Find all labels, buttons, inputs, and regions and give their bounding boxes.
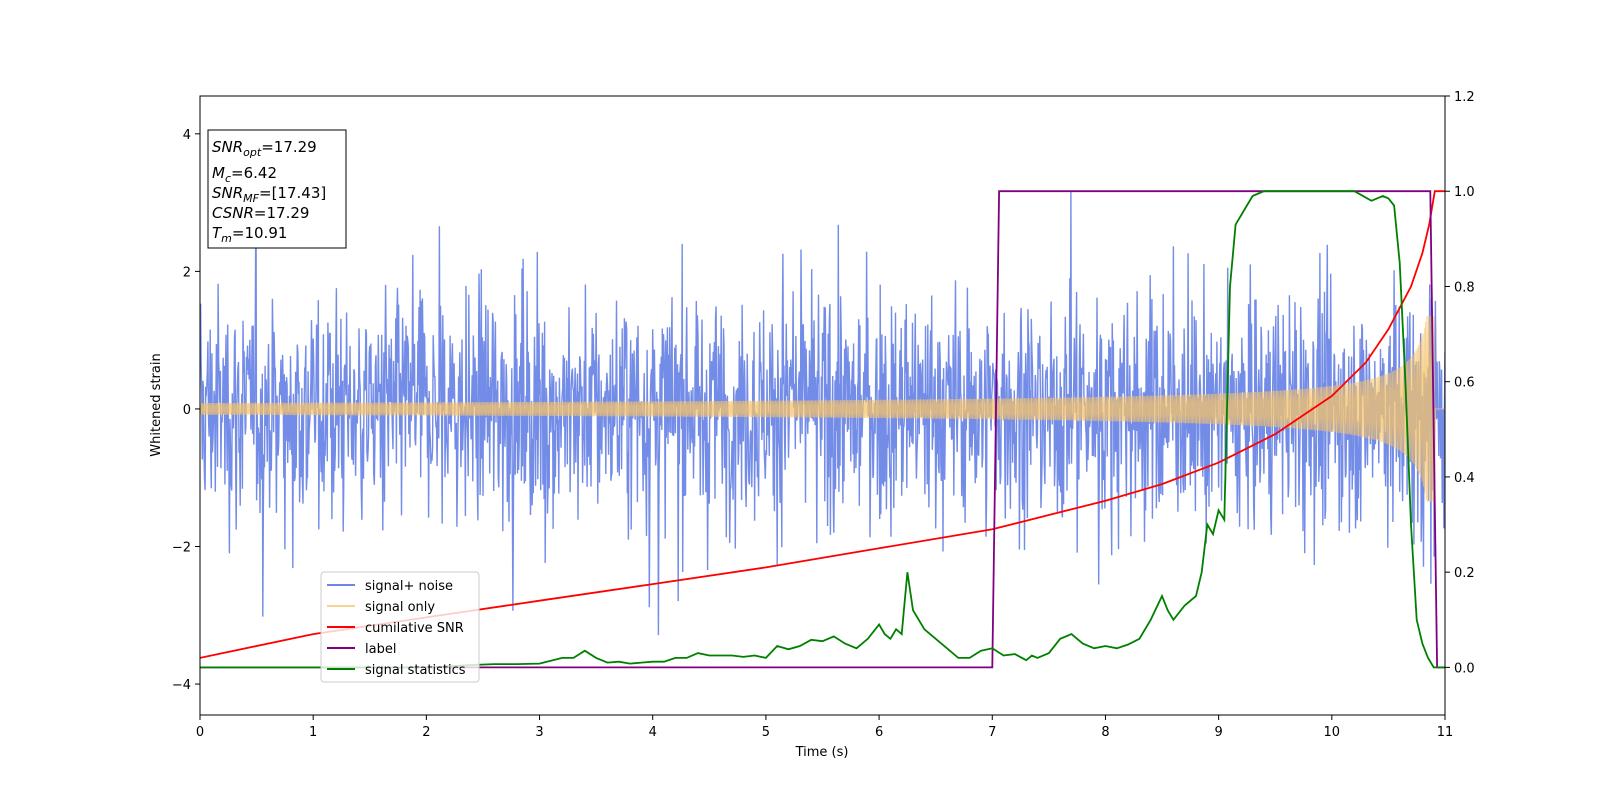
y2-tick-label: 0.4 <box>1454 471 1475 486</box>
x-tick-label: 9 <box>1214 725 1222 740</box>
legend: signal+ noise signal only cumilative SNR la… <box>320 571 480 683</box>
legend-signal-noise-label: signal+ noise <box>365 579 453 594</box>
y-tick-label: 0 <box>183 403 191 418</box>
y-tick-label: −4 <box>172 678 191 693</box>
x-axis-label: Time (s) <box>795 745 849 760</box>
annotation-csnr: CSNR=17.29 <box>212 204 309 222</box>
y2-tick-label: 0.8 <box>1454 280 1475 295</box>
annotation-mc: Mc=6.42 <box>212 164 277 185</box>
series-cumulative-snr-line <box>200 190 1445 659</box>
x-tick-label: 1 <box>309 725 317 740</box>
y-axis-label: Whitened strain <box>149 353 164 456</box>
annotation-snr-mf: SNRMF=[17.43] <box>212 184 326 205</box>
x-tick-label: 0 <box>196 725 204 740</box>
series-signal-only-line <box>200 316 1445 502</box>
x-tick-label: 10 <box>1324 725 1341 740</box>
legend-signal-only-label: signal only <box>365 600 435 615</box>
series-signal-statistics-line <box>200 190 1445 669</box>
y2-tick-label: 0.0 <box>1454 661 1475 676</box>
x-tick-label: 4 <box>649 725 657 740</box>
x-tick-label: 2 <box>422 725 430 740</box>
y2-tick-label: 0.6 <box>1454 376 1475 391</box>
plot-frame <box>199 95 1446 716</box>
y-tick-label: 4 <box>183 128 191 143</box>
y2-tick-label: 0.2 <box>1454 566 1475 581</box>
x-tick-label: 3 <box>535 725 543 740</box>
y-tick-label: −2 <box>172 540 191 555</box>
series-signal-noise-line <box>200 180 1445 636</box>
y-tick-label: 2 <box>183 265 191 280</box>
y2-tick-label: 1.0 <box>1454 185 1475 200</box>
x-tick-label: 8 <box>1101 725 1109 740</box>
annotation-tm: Tm=10.91 <box>212 224 287 245</box>
snr-annotation-box: SNRopt=17.29 Mc=6.42 SNRMF=[17.43] CSNR=… <box>207 129 347 249</box>
y2-tick-label: 1.2 <box>1454 90 1475 105</box>
x-tick-label: 11 <box>1437 725 1454 740</box>
x-tick-label: 7 <box>988 725 996 740</box>
legend-signal-statistics-label: signal statistics <box>365 663 466 678</box>
x-tick-label: 6 <box>875 725 883 740</box>
legend-label-label: label <box>365 642 396 657</box>
legend-cumulative-snr-label: cumilative SNR <box>365 621 464 636</box>
annotation-snr-opt: SNRopt=17.29 <box>212 138 317 159</box>
x-tick-label: 5 <box>762 725 770 740</box>
